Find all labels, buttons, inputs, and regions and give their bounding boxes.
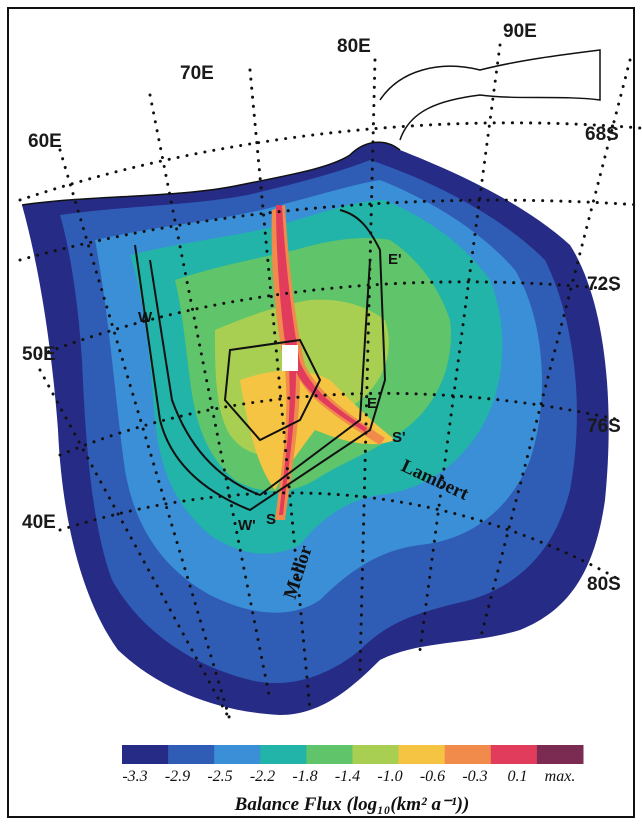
- map-figure: 60E70E80E90E50E40E68S72S76S80SLambertMel…: [0, 0, 642, 825]
- colorbar-swatch: [214, 745, 261, 764]
- route-marker: E: [367, 395, 377, 412]
- latitude-label: 76S: [587, 416, 621, 437]
- colorbar-tick-label: max.: [545, 768, 576, 785]
- longitude-label: 60E: [28, 131, 62, 152]
- colorbar-tick-label: -1.8: [292, 768, 317, 785]
- colorbar-title: Balance Flux (log₁₀(km² a⁻¹)): [234, 794, 470, 815]
- colorbar-tick-label: 0.1: [508, 768, 528, 785]
- colorbar-swatch: [537, 745, 584, 764]
- colorbar-swatch: [260, 745, 307, 764]
- colorbar-tick-label: -3.3: [122, 768, 147, 785]
- longitude-label: 40E: [22, 512, 56, 533]
- route-marker: E': [388, 251, 402, 268]
- route-marker: S': [392, 429, 406, 446]
- longitude-label: 80E: [337, 36, 371, 57]
- route-marker: S: [266, 511, 276, 528]
- nodata-gap: [282, 345, 298, 371]
- latitude-label: 72S: [587, 274, 621, 295]
- flux-map: [22, 142, 609, 715]
- route-marker: W: [138, 309, 153, 326]
- latitude-label: 68S: [585, 124, 619, 145]
- colorbar-tick-label: -2.5: [207, 768, 232, 785]
- colorbar-swatch: [122, 745, 169, 764]
- latitude-label: 80S: [587, 574, 621, 595]
- colorbar-tick-label: -1.4: [335, 768, 360, 785]
- longitude-label: 50E: [22, 344, 56, 365]
- route-marker: W': [238, 517, 256, 534]
- colorbar-tick-label: -0.3: [462, 768, 487, 785]
- longitude-label: 90E: [503, 21, 537, 42]
- colorbar-swatch: [399, 745, 446, 764]
- colorbar-swatch: [445, 745, 492, 764]
- colorbar-swatch: [168, 745, 215, 764]
- colorbar-tick-label: -0.6: [420, 768, 445, 785]
- colorbar-tick-label: -2.2: [250, 768, 275, 785]
- longitude-label: 70E: [180, 63, 214, 84]
- colorbar-tick-label: -2.9: [165, 768, 190, 785]
- colorbar-swatch: [353, 745, 400, 764]
- colorbar-swatch: [491, 745, 538, 764]
- colorbar-tick-label: -1.0: [377, 768, 402, 785]
- colorbar-swatch: [306, 745, 353, 764]
